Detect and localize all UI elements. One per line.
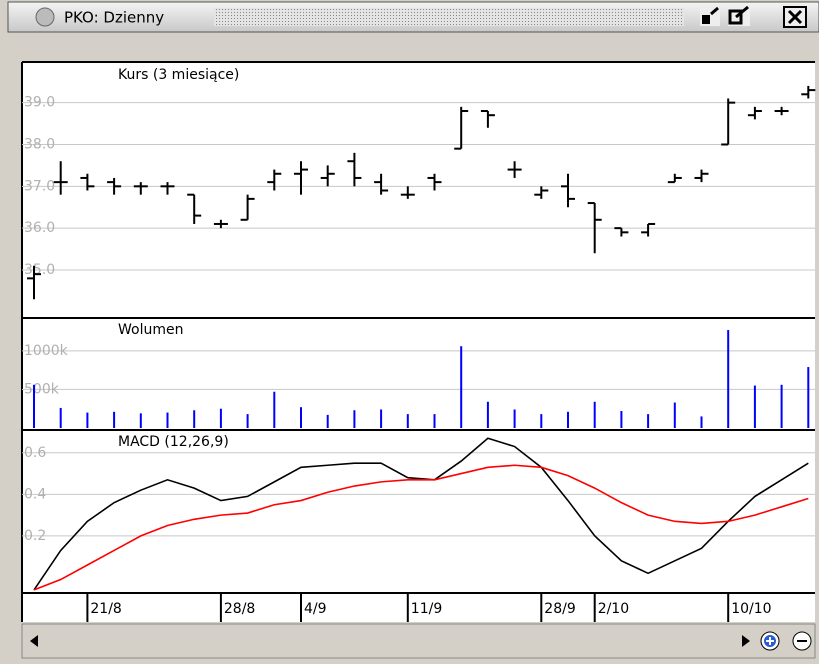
volume-bar [380, 409, 383, 428]
x-tick-label: 28/9 [544, 601, 575, 617]
volume-bar [486, 401, 489, 428]
volume-bar [647, 414, 650, 428]
volume-bar [166, 412, 169, 428]
volume-bar [353, 410, 356, 428]
y-tick-label: 500k [24, 381, 60, 397]
volume-bar [59, 407, 62, 428]
x-tick-label: 28/8 [224, 601, 255, 617]
volume-bar [673, 402, 676, 428]
macd-line [33, 437, 809, 591]
x-tick-label: 10/10 [731, 601, 771, 617]
minimize-button[interactable] [700, 6, 720, 26]
volume-bar [513, 409, 516, 428]
plots: 35.0 36.0 37.0 38.0 39.0 Kurs (3 miesiące) 500… [22, 67, 816, 622]
window-title: PKO: Dzienny [64, 9, 164, 27]
x-tick-label: 21/8 [90, 601, 121, 617]
x-tick-label: 2/10 [598, 601, 629, 617]
volume-bar [326, 414, 329, 428]
maximize-button[interactable] [728, 5, 750, 26]
y-tick-label: 36.0 [24, 220, 55, 236]
y-tick-label: 35.0 [24, 262, 55, 278]
x-tick-label: 4/9 [304, 601, 327, 617]
volume-bar [807, 367, 810, 428]
volume-bar [113, 411, 116, 428]
panel-title: Kurs (3 miesiące) [118, 67, 239, 83]
volume-bar [727, 330, 730, 428]
close-button[interactable] [783, 6, 807, 28]
volume-bar [460, 346, 463, 428]
volume-bar [33, 384, 35, 428]
volume-bar [700, 416, 703, 428]
volume-bar [86, 412, 89, 428]
y-tick-label: 1000k [24, 343, 69, 359]
volume-bar [273, 391, 276, 428]
volume-bar [193, 410, 196, 428]
y-tick-label: 0.4 [24, 486, 46, 502]
volume-bar [620, 411, 623, 428]
y-tick-label: 38.0 [24, 136, 55, 152]
volume-bar [593, 401, 596, 428]
window-icon[interactable] [35, 7, 55, 27]
volume-bar [219, 408, 222, 428]
x-tick-label: 11/9 [411, 601, 442, 617]
volume-bar [780, 384, 783, 428]
panel-title: MACD (12,26,9) [118, 434, 229, 450]
y-tick-label: 0.6 [24, 445, 46, 461]
volume-bar [300, 407, 302, 428]
volume-bar [406, 414, 409, 428]
volume-bar [246, 414, 249, 428]
volume-bar [540, 414, 543, 428]
panel-title: Wolumen [118, 322, 183, 338]
y-tick-label: 39.0 [24, 95, 55, 111]
volume-bar [567, 411, 569, 428]
scrollbar[interactable] [21, 623, 816, 659]
y-tick-label: 0.2 [24, 528, 46, 544]
grip [214, 8, 684, 26]
chart-area [22, 62, 815, 622]
volume-bar [139, 413, 142, 428]
volume-bar [433, 414, 436, 428]
macd-line [33, 464, 809, 591]
volume-bar [753, 385, 756, 428]
y-tick-label: 37.0 [24, 178, 55, 194]
